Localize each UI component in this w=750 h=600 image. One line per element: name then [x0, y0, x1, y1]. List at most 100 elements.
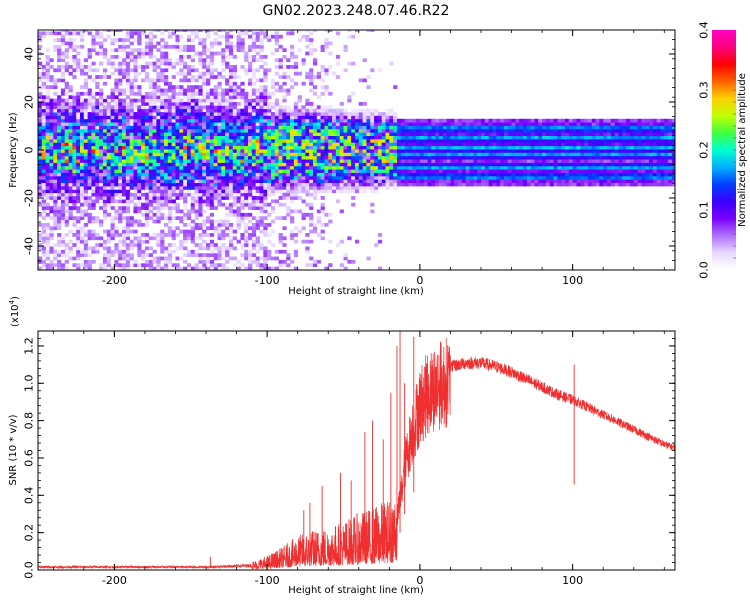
spectrogram-cell: [240, 172, 245, 177]
spectrogram-cell: [324, 162, 329, 167]
spectrogram-cell: [263, 222, 268, 227]
spectrogram-cell: [95, 142, 100, 147]
spectrogram-cell: [293, 65, 299, 69]
spectrogram-cell: [194, 202, 199, 207]
spectrogram-cell: [45, 102, 50, 106]
spectrogram-cell: [64, 115, 69, 120]
spectrogram-cell: [248, 233, 253, 237]
spectrogram-cell: [217, 34, 222, 39]
spectrogram-cell: [83, 165, 89, 170]
spectrogram-cell: [267, 152, 272, 157]
spectrogram-cell: [259, 38, 264, 42]
spectrogram-cell: [217, 85, 222, 89]
spectrogram-cell: [114, 138, 119, 143]
spectrogram-cell: [125, 226, 131, 231]
spectrogram-cell: [297, 175, 302, 180]
spectrogram-cell: [45, 243, 50, 247]
spectrogram-cell: [152, 259, 157, 264]
spectrogram-cell: [133, 236, 138, 241]
spectrogram-cell: [469, 175, 474, 180]
spectrogram-cell: [435, 172, 440, 177]
spectrogram-cell: [431, 132, 436, 136]
spectrogram-cell: [221, 165, 226, 170]
spectrogram-cell: [290, 192, 295, 197]
spectrogram-cell: [225, 61, 230, 66]
spectrogram-cell: [408, 155, 413, 160]
spectrogram-cell: [183, 165, 188, 170]
spectrogram-cell: [507, 122, 512, 126]
spectrogram-cell: [41, 253, 47, 257]
spectrogram-cell: [171, 182, 176, 187]
spectrogram-cell: [274, 34, 279, 39]
spectrogram-cell: [259, 88, 264, 93]
spectrogram-cell: [202, 263, 207, 268]
spectrogram-cell: [171, 165, 176, 170]
spectrogram-cell: [240, 169, 245, 173]
spectrogram-cell: [232, 112, 237, 116]
spectrogram-cell: [68, 162, 73, 167]
spectrogram-cell: [209, 30, 215, 32]
spectrogram-cell: [60, 135, 66, 140]
spectrogram-cell: [41, 132, 47, 136]
spectrogram-cell: [45, 182, 50, 187]
spectrogram-cell: [190, 209, 195, 214]
spectrogram-cell: [202, 75, 207, 79]
spectrogram-cell: [80, 85, 85, 89]
spectrogram-cell: [316, 112, 321, 116]
spectrogram-cell: [484, 169, 490, 173]
spectrogram-cell: [156, 132, 161, 136]
spectrogram-cell: [259, 115, 264, 120]
spectrogram-cell: [324, 138, 329, 143]
spectrogram-cell: [167, 65, 173, 69]
spectrogram-cell: [164, 206, 169, 210]
spectrogram-cell: [164, 155, 169, 160]
spectrogram-cell: [488, 138, 493, 143]
spectrogram-cell: [351, 34, 356, 39]
spectrogram-cell: [106, 118, 111, 123]
spectrogram-cell: [286, 159, 291, 163]
spectrogram-cell: [91, 91, 96, 96]
spectrogram-cell: [385, 135, 390, 140]
spectrogram-cell: [469, 128, 474, 133]
spectrogram-cell: [209, 202, 215, 207]
spectrogram-cell: [186, 149, 192, 153]
spectrogram-cell: [339, 149, 344, 153]
spectrogram-cell: [305, 159, 310, 163]
spectrogram-cell: [335, 115, 341, 120]
spectrogram-cell: [49, 125, 54, 130]
spectrogram-cell: [400, 155, 406, 160]
spectrogram-cell: [64, 192, 69, 197]
spectrogram-cell: [102, 95, 108, 100]
spectrogram-cell: [248, 165, 253, 170]
spectrogram-cell: [244, 125, 249, 130]
spectrogram-cell: [343, 152, 348, 157]
spectrogram-cell: [354, 115, 360, 120]
spectrogram-cell: [301, 81, 306, 86]
spectrogram-cell: [83, 159, 89, 163]
spectrogram-cell: [91, 44, 96, 49]
spectrogram-cell: [297, 196, 302, 200]
spectrogram-cell: [423, 125, 428, 130]
spectrogram-cell: [198, 202, 203, 207]
spectrogram-cell: [156, 233, 161, 237]
spectrogram-cell: [137, 88, 142, 93]
spectrogram-cell: [167, 165, 173, 170]
spectrogram-cell: [183, 122, 188, 126]
spectrogram-cell: [339, 112, 344, 116]
spectrogram-cell: [72, 222, 77, 227]
spectrogram-cell: [76, 135, 81, 140]
spectrogram-cell: [102, 229, 108, 234]
spectrogram-cell: [217, 179, 222, 184]
spectrogram-cell: [133, 169, 138, 173]
spectrogram-cell: [64, 108, 69, 113]
spectrogram-cell: [64, 122, 69, 126]
spectrogram-cell: [38, 236, 43, 241]
spectrogram-cell: [156, 85, 161, 89]
spectrogram-cell: [125, 165, 131, 170]
spectrogram-cell: [377, 68, 383, 73]
spectrogram-cell: [99, 105, 104, 110]
spectrogram-cell: [381, 112, 386, 116]
spectrogram-cell: [286, 65, 291, 69]
spectrogram-cell: [263, 216, 268, 220]
spectrogram-cell: [106, 95, 111, 100]
